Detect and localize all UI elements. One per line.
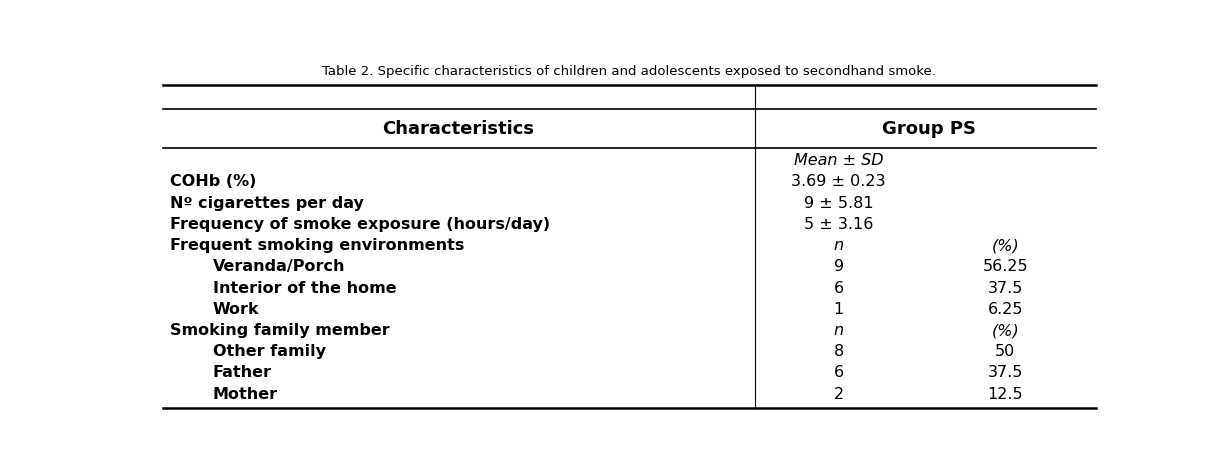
Text: (%): (%) — [991, 323, 1019, 338]
Text: 1: 1 — [834, 302, 844, 317]
Text: Nº cigarettes per day: Nº cigarettes per day — [169, 196, 363, 211]
Text: 2: 2 — [834, 386, 844, 401]
Text: Veranda/Porch: Veranda/Porch — [212, 259, 345, 274]
Text: 6: 6 — [834, 280, 844, 295]
Text: Other family: Other family — [212, 344, 325, 359]
Text: Table 2. Specific characteristics of children and adolescents exposed to secondh: Table 2. Specific characteristics of chi… — [323, 65, 936, 78]
Text: 12.5: 12.5 — [987, 386, 1023, 401]
Text: Smoking family member: Smoking family member — [169, 323, 389, 338]
Text: Frequency of smoke exposure (hours/day): Frequency of smoke exposure (hours/day) — [169, 217, 550, 232]
Text: Work: Work — [212, 302, 259, 317]
Text: 6.25: 6.25 — [987, 302, 1023, 317]
Text: 37.5: 37.5 — [987, 280, 1023, 295]
Text: Father: Father — [212, 365, 271, 380]
Text: 3.69 ± 0.23: 3.69 ± 0.23 — [792, 174, 885, 189]
Text: 8: 8 — [834, 344, 844, 359]
Text: COHb (%): COHb (%) — [169, 174, 257, 189]
Text: 50: 50 — [995, 344, 1016, 359]
Text: n: n — [834, 238, 844, 253]
Text: 9 ± 5.81: 9 ± 5.81 — [804, 196, 873, 211]
Text: Mean ± SD: Mean ± SD — [795, 153, 883, 168]
Text: 9: 9 — [834, 259, 844, 274]
Text: 56.25: 56.25 — [982, 259, 1028, 274]
Text: Group PS: Group PS — [882, 120, 976, 137]
Text: Mother: Mother — [212, 386, 278, 401]
Text: 37.5: 37.5 — [987, 365, 1023, 380]
Text: 5 ± 3.16: 5 ± 3.16 — [804, 217, 873, 232]
Text: Characteristics: Characteristics — [382, 120, 534, 137]
Text: Frequent smoking environments: Frequent smoking environments — [169, 238, 464, 253]
Text: (%): (%) — [991, 238, 1019, 253]
Text: Interior of the home: Interior of the home — [212, 280, 397, 295]
Text: n: n — [834, 323, 844, 338]
Text: 6: 6 — [834, 365, 844, 380]
